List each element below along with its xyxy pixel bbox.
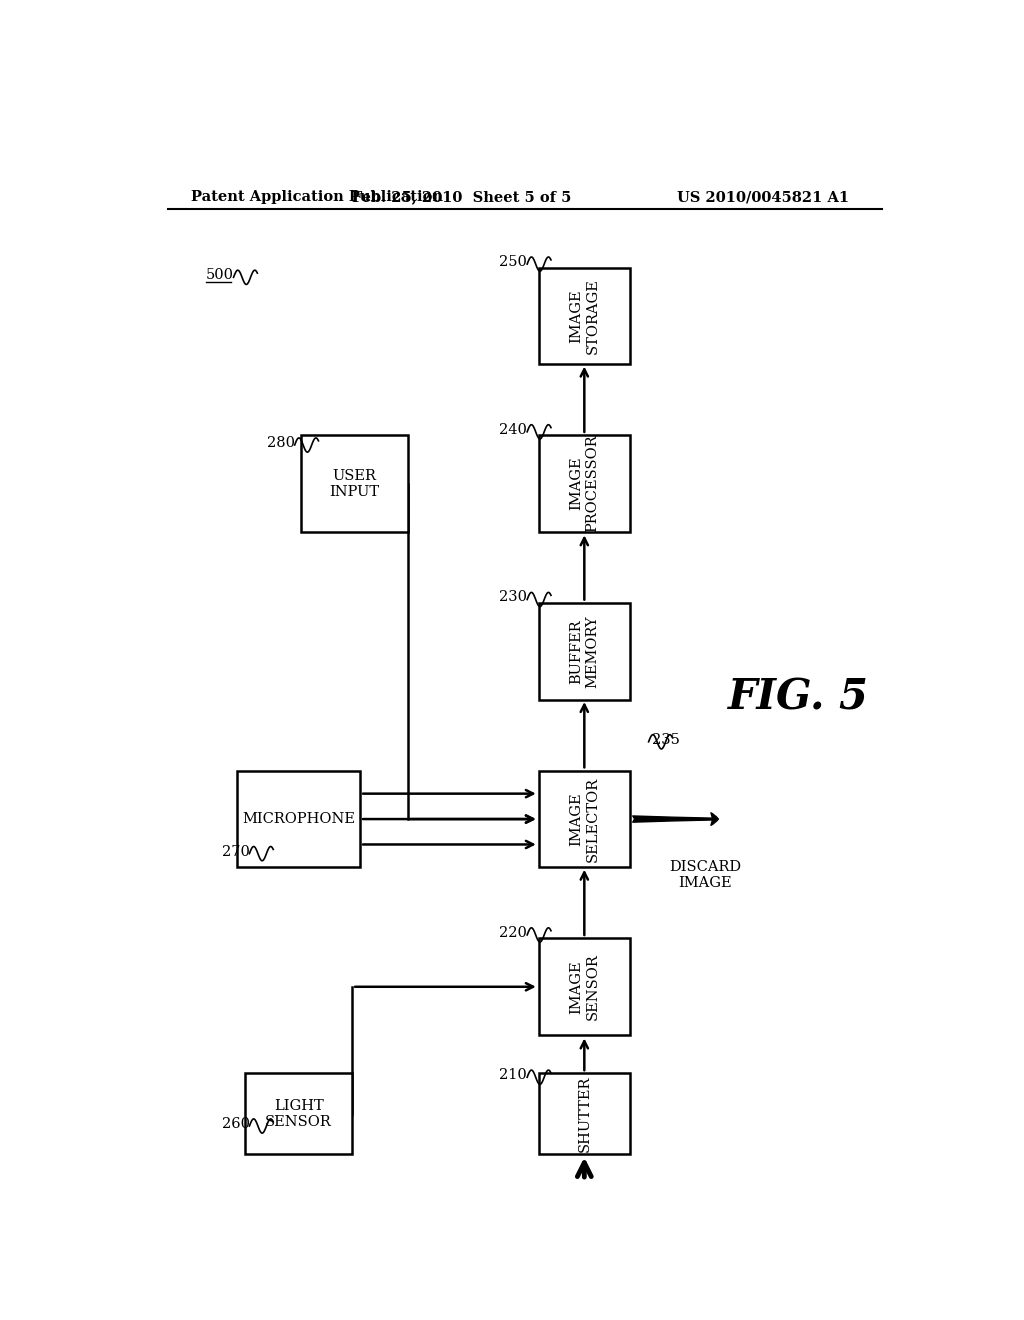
- Text: 500: 500: [206, 268, 233, 282]
- Text: IMAGE
SELECTOR: IMAGE SELECTOR: [569, 776, 599, 862]
- Bar: [539, 436, 630, 532]
- Bar: [539, 771, 630, 867]
- Text: Feb. 25, 2010  Sheet 5 of 5: Feb. 25, 2010 Sheet 5 of 5: [351, 190, 571, 205]
- Text: IMAGE
STORAGE: IMAGE STORAGE: [569, 279, 599, 354]
- Text: IMAGE
SENSOR: IMAGE SENSOR: [569, 953, 599, 1020]
- Text: 230: 230: [500, 590, 527, 605]
- Text: FIG. 5: FIG. 5: [728, 676, 869, 718]
- Text: DISCARD
IMAGE: DISCARD IMAGE: [670, 859, 741, 890]
- Text: MICROPHONE: MICROPHONE: [242, 812, 355, 826]
- Text: 260: 260: [221, 1117, 250, 1131]
- Bar: [539, 939, 630, 1035]
- Bar: [539, 603, 630, 700]
- Text: SHUTTER: SHUTTER: [578, 1076, 591, 1152]
- Text: 250: 250: [500, 255, 527, 269]
- Text: 240: 240: [500, 422, 527, 437]
- Text: Patent Application Publication: Patent Application Publication: [191, 190, 443, 205]
- Text: 270: 270: [221, 845, 250, 858]
- Text: 280: 280: [267, 436, 295, 450]
- Text: USER
INPUT: USER INPUT: [329, 469, 379, 499]
- Text: LIGHT
SENSOR: LIGHT SENSOR: [265, 1098, 332, 1129]
- Bar: [238, 771, 360, 867]
- Text: BUFFER
MEMORY: BUFFER MEMORY: [569, 615, 599, 688]
- Bar: [539, 268, 630, 364]
- Text: 210: 210: [500, 1068, 527, 1082]
- Bar: [301, 436, 408, 532]
- Text: 220: 220: [500, 925, 527, 940]
- Text: 235: 235: [652, 733, 680, 747]
- Text: US 2010/0045821 A1: US 2010/0045821 A1: [677, 190, 849, 205]
- Bar: [245, 1073, 352, 1155]
- Bar: [539, 1073, 630, 1155]
- Text: IMAGE
PROCESSOR: IMAGE PROCESSOR: [569, 434, 599, 532]
